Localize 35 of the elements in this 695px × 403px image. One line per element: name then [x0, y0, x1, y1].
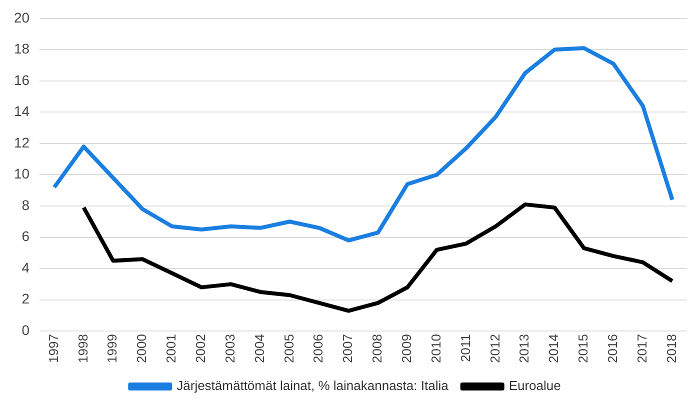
x-tick-label: 2005 — [281, 334, 296, 363]
x-tick-label: 2016 — [605, 334, 620, 363]
x-tick-label: 2014 — [546, 334, 562, 363]
x-tick-label: 2004 — [252, 334, 267, 363]
y-tick-label: 6 — [22, 228, 30, 244]
y-tick-label: 8 — [22, 196, 30, 213]
x-tick-label: 2007 — [340, 334, 356, 363]
y-tick-label: 16 — [14, 72, 30, 88]
x-tick-label: 2002 — [193, 334, 208, 363]
legend-label: Järjestämättömät lainat, % lainakannasta: Italia — [176, 378, 450, 394]
x-tick-label: 2010 — [428, 334, 444, 363]
x-tick-label: 1999 — [104, 334, 120, 363]
y-tick-label: 20 — [14, 9, 30, 26]
y-tick-label: 14 — [14, 103, 30, 120]
x-tick-label: 1997 — [46, 334, 61, 363]
y-tick-label: 12 — [14, 134, 30, 150]
y-tick-label: 2 — [22, 290, 30, 307]
y-tick-label: 10 — [14, 166, 30, 182]
x-tick-label: 2011 — [458, 334, 473, 362]
x-tick-label: 2012 — [487, 334, 502, 363]
y-tick-label: 0 — [22, 322, 30, 338]
x-tick-label: 2008 — [370, 334, 385, 363]
x-tick-label: 2017 — [634, 334, 650, 363]
x-tick-label: 1998 — [75, 334, 90, 363]
x-tick-label: 2006 — [310, 334, 326, 363]
x-tick-label: 2018 — [664, 334, 679, 363]
legend-label: Euroalue — [508, 378, 561, 394]
x-tick-label: 2000 — [134, 334, 150, 363]
x-tick-label: 2001 — [164, 334, 179, 363]
x-tick-label: 2015 — [576, 334, 591, 363]
x-tick-label: 2003 — [222, 334, 238, 363]
x-tick-label: 2013 — [516, 334, 532, 363]
y-tick-label: 18 — [14, 40, 30, 57]
y-tick-label: 4 — [22, 259, 30, 276]
x-tick-label: 2009 — [399, 334, 414, 363]
